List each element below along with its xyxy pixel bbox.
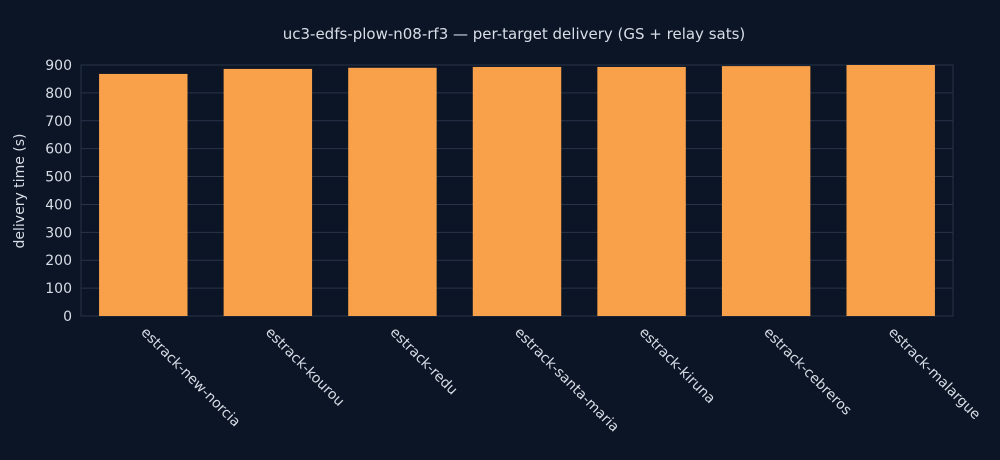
x-tick-label: estrack-kiruna bbox=[636, 325, 718, 407]
bar bbox=[721, 66, 811, 316]
y-tick-label: 200 bbox=[45, 253, 72, 269]
y-tick-label: 700 bbox=[45, 114, 72, 130]
x-tick-label: estrack-cebreros bbox=[760, 325, 854, 419]
bar bbox=[597, 66, 686, 316]
y-tick-layer: 0 100 200 300 400 500 600 700 800 900 bbox=[45, 58, 72, 325]
bar bbox=[348, 67, 437, 317]
y-tick-label: 400 bbox=[45, 197, 72, 213]
bar-layer bbox=[99, 65, 935, 317]
x-tick-label: estrack-redu bbox=[387, 325, 461, 399]
y-tick-label: 0 bbox=[63, 309, 72, 325]
y-axis-label: delivery time (s) bbox=[12, 134, 28, 249]
chart-title: uc3-edfs-plow-n08-rf3 — per-target deliv… bbox=[283, 25, 746, 43]
bar bbox=[472, 66, 562, 316]
bar bbox=[99, 73, 188, 317]
y-tick-label: 900 bbox=[45, 58, 72, 74]
y-tick-label: 100 bbox=[45, 281, 72, 297]
y-tick-label: 600 bbox=[45, 142, 72, 158]
x-tick-label: estrack-kourou bbox=[262, 325, 347, 410]
x-tick-label: estrack-malargue bbox=[885, 325, 983, 423]
y-tick-label: 500 bbox=[45, 170, 72, 186]
bar bbox=[846, 65, 935, 316]
y-tick-label: 800 bbox=[45, 86, 72, 102]
x-tick-layer: estrack-new-norcia estrack-kourou estrack-… bbox=[137, 325, 983, 436]
x-tick-label: estrack-new-norcia bbox=[137, 325, 243, 431]
x-tick-label: estrack-santa-maria bbox=[511, 325, 622, 436]
y-tick-label: 300 bbox=[45, 225, 72, 241]
bar bbox=[223, 68, 313, 316]
